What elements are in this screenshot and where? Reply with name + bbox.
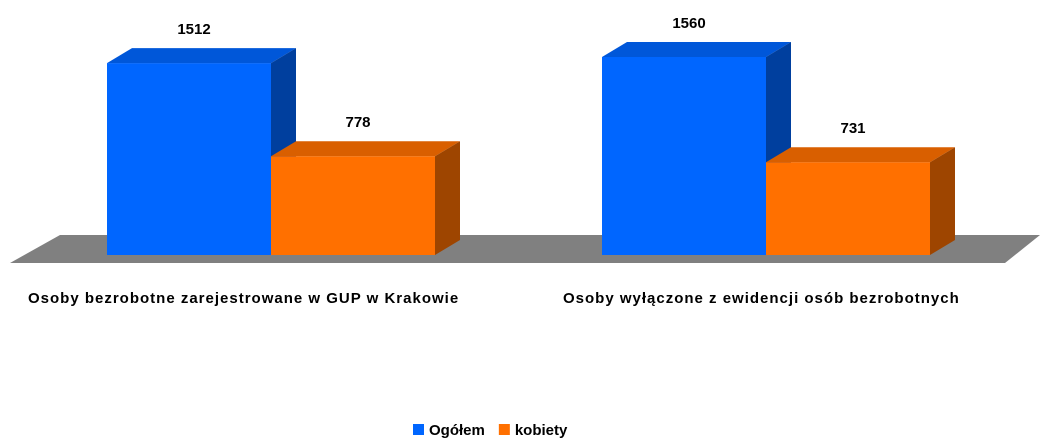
bar-front — [107, 63, 271, 255]
legend-swatch — [413, 424, 424, 435]
bar-front — [271, 156, 435, 255]
legend-label: kobiety — [515, 422, 568, 439]
value-label: 1512 — [177, 21, 210, 38]
legend-swatch — [498, 424, 510, 435]
category-label: Osoby wyłączone z ewidencji osób bezrobo… — [563, 290, 960, 307]
bar-top — [107, 48, 296, 64]
bar-front — [602, 57, 766, 255]
bar-side — [435, 141, 460, 255]
value-label: 1560 — [672, 15, 705, 32]
value-label: 731 — [840, 120, 865, 137]
category-label: Osoby bezrobotne zarejestrowane w GUP w … — [28, 290, 460, 307]
bar-top — [766, 147, 955, 163]
bar-top — [602, 42, 791, 57]
bar-front — [766, 162, 930, 255]
bar-top — [271, 141, 460, 157]
legend-label: Ogółem — [429, 422, 485, 439]
value-label: 778 — [345, 114, 370, 131]
bar-side — [930, 147, 955, 255]
